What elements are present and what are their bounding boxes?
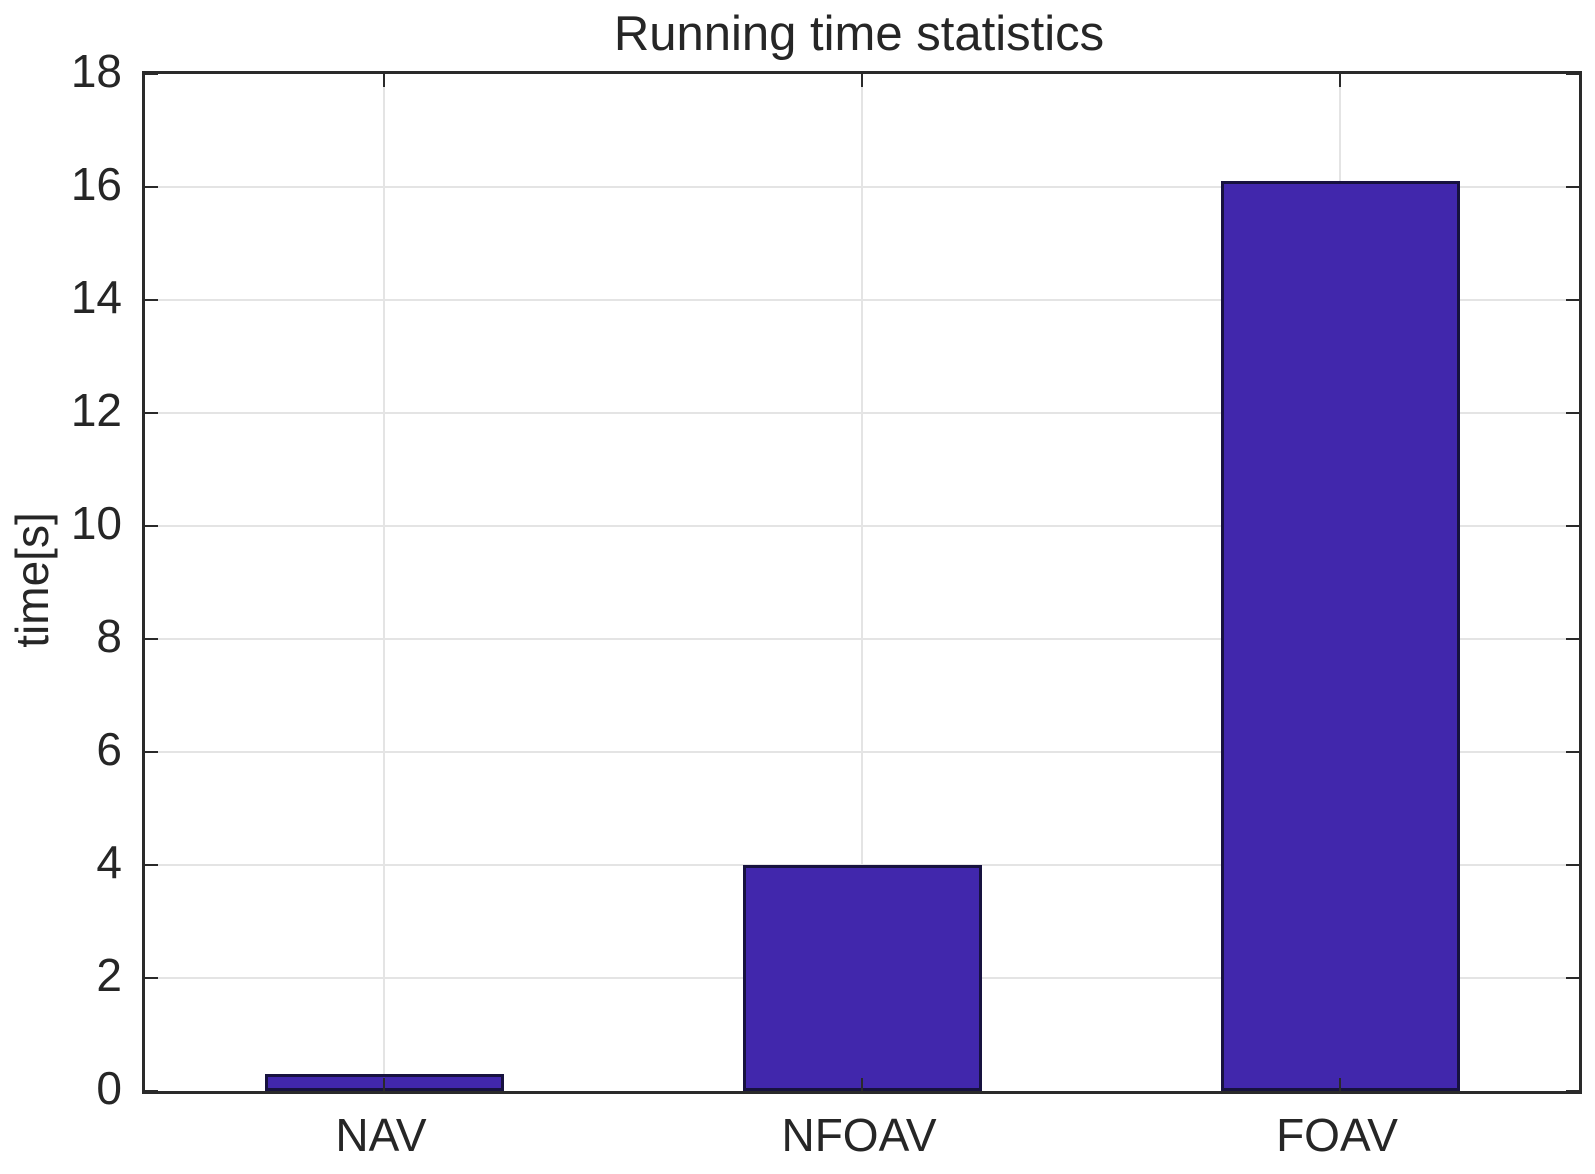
y-tick-mark (1566, 73, 1579, 75)
y-tick-label: 4 (96, 836, 122, 888)
y-tick-label: 12 (70, 384, 122, 436)
y-tick-label: 14 (70, 271, 122, 323)
y-tick-mark (1566, 299, 1579, 301)
y-tick-mark (145, 412, 158, 414)
x-tick-label: NFOAV (781, 1109, 937, 1161)
y-tick-mark (145, 864, 158, 866)
y-tick-mark (145, 1090, 158, 1092)
bar-foav (1220, 181, 1460, 1091)
y-tick-label: 2 (96, 949, 122, 1001)
y-tick-label: 6 (96, 723, 122, 775)
y-tick-mark (145, 186, 158, 188)
chart-title: Running time statistics (613, 7, 1105, 61)
y-tick-mark (145, 299, 158, 301)
y-tick-label: 16 (70, 158, 122, 210)
y-tick-label: 18 (70, 45, 122, 97)
plot-area (142, 71, 1582, 1094)
x-tick-mark (861, 74, 863, 87)
y-tick-mark (1566, 751, 1579, 753)
x-tick-label: NAV (335, 1109, 427, 1161)
y-tick-label: 10 (70, 497, 122, 549)
y-tick-mark (1566, 525, 1579, 527)
x-tick-mark (1339, 74, 1341, 87)
y-tick-mark (145, 977, 158, 979)
y-tick-mark (145, 638, 158, 640)
y-tick-mark (1566, 864, 1579, 866)
x-tick-label: FOAV (1276, 1109, 1398, 1161)
y-tick-label: 0 (96, 1062, 122, 1114)
bar-nfoav (742, 865, 982, 1091)
y-tick-mark (1566, 638, 1579, 640)
x-tick-mark (861, 1078, 863, 1091)
y-tick-mark (145, 73, 158, 75)
y-tick-mark (1566, 186, 1579, 188)
x-tick-mark (1339, 1078, 1341, 1091)
v-gridline (383, 74, 385, 1091)
x-tick-mark (383, 74, 385, 87)
y-tick-mark (145, 525, 158, 527)
y-tick-mark (1566, 977, 1579, 979)
y-tick-mark (1566, 1090, 1579, 1092)
y-tick-mark (145, 751, 158, 753)
x-tick-mark (383, 1078, 385, 1091)
y-tick-mark (1566, 412, 1579, 414)
v-gridline (861, 74, 863, 1091)
y-tick-label: 8 (96, 610, 122, 662)
